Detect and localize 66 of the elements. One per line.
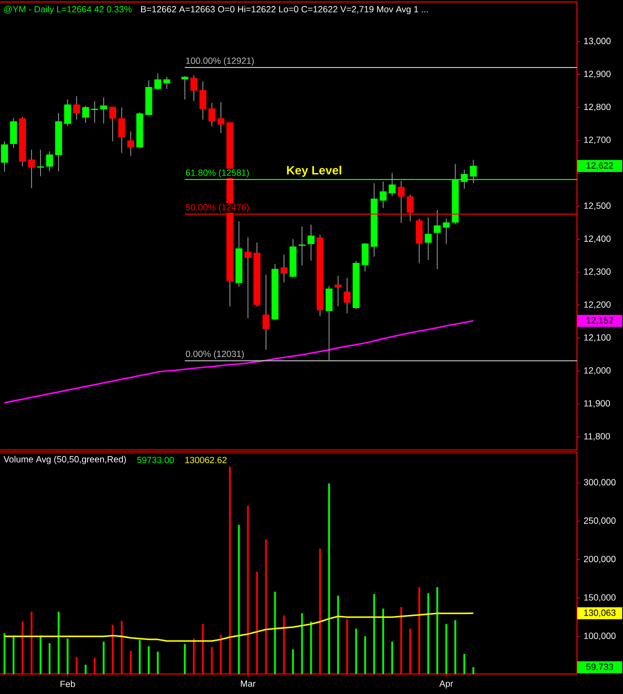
candlestick — [118, 107, 126, 154]
y-tick-label: 13,000 — [584, 38, 611, 46]
candlestick — [199, 80, 206, 120]
text: 12,152 — [586, 317, 613, 325]
candlestick — [91, 100, 98, 124]
text: 12,622 — [586, 162, 613, 170]
candlestick — [73, 96, 80, 120]
y-tick-label: 12,800 — [584, 104, 611, 112]
candlestick — [82, 105, 90, 124]
candlestick — [217, 102, 224, 134]
y-tick-label: 300,000 — [584, 479, 616, 486]
chart-title: @YM - Daily L=12664 42 0.33% — [4, 6, 132, 14]
candlestick — [416, 218, 423, 264]
ref-line-label: 100.00% (12921) — [186, 57, 254, 66]
candlestick — [280, 254, 288, 283]
y-tick-label: 12,900 — [584, 70, 611, 78]
candlestick — [308, 224, 314, 261]
annotation: 59733.00 — [137, 456, 174, 464]
candlestick — [163, 76, 170, 90]
candlestick — [434, 209, 441, 270]
annotation: Key Level — [287, 166, 342, 177]
x-tick-label: Feb — [60, 680, 75, 688]
y-tick-label: 12,000 — [584, 367, 611, 375]
candlestick — [344, 278, 351, 314]
candlestick — [190, 75, 198, 102]
candlestick — [154, 73, 162, 90]
y-tick-label: 250,000 — [584, 517, 616, 525]
candlestick — [1, 140, 8, 172]
candlestick — [181, 76, 188, 100]
y-tick-label: 12,200 — [584, 301, 611, 309]
candlestick — [208, 102, 216, 127]
annotation: 130062.62 — [185, 456, 227, 464]
y-tick-label: 12,700 — [584, 136, 611, 144]
x-tick-label: Mar — [240, 680, 256, 687]
candlestick — [46, 150, 54, 172]
candlestick — [334, 275, 342, 307]
y-tick-label: 11,900 — [584, 400, 610, 408]
candlestick — [10, 118, 17, 148]
candlestick — [362, 242, 369, 272]
ref-line-label: 50.00% (12476) — [186, 204, 249, 212]
y-tick-label: 12,500 — [584, 202, 611, 210]
candlestick — [127, 131, 134, 156]
chart-subtitle: B=12662 A=12663 O=0 Hi=12622 Lo=0 C=12622 V=2,719 Mov Avg 1 ... — [141, 6, 428, 14]
ref-line-label: 61.80% (12581) — [186, 169, 249, 178]
y-tick-label: 100,000 — [584, 632, 616, 640]
candlestick — [28, 149, 36, 189]
text: 130,063 — [584, 610, 616, 617]
y-tick-label: 150,000 — [584, 594, 616, 602]
candlestick — [64, 99, 72, 127]
candlestick — [244, 236, 252, 319]
ref-line-label: 0.00% (12031) — [186, 350, 244, 359]
chart-title: Volume Avg (50,50,green,Red) — [4, 456, 126, 464]
candlestick — [442, 218, 450, 244]
text: 59,733 — [586, 664, 614, 671]
y-tick-label: 11,800 — [584, 433, 610, 441]
candlestick — [326, 286, 333, 360]
y-tick-label: 12,300 — [584, 268, 611, 276]
candlestick — [298, 226, 306, 266]
candlestick — [262, 274, 270, 350]
y-tick-label: 12,100 — [584, 334, 611, 342]
x-tick-label: Apr — [439, 680, 454, 689]
y-tick-label: 200,000 — [584, 556, 616, 564]
candlestick — [109, 106, 116, 142]
y-tick-label: 12,400 — [584, 235, 611, 243]
candlestick — [424, 217, 432, 260]
candlestick — [100, 96, 108, 124]
